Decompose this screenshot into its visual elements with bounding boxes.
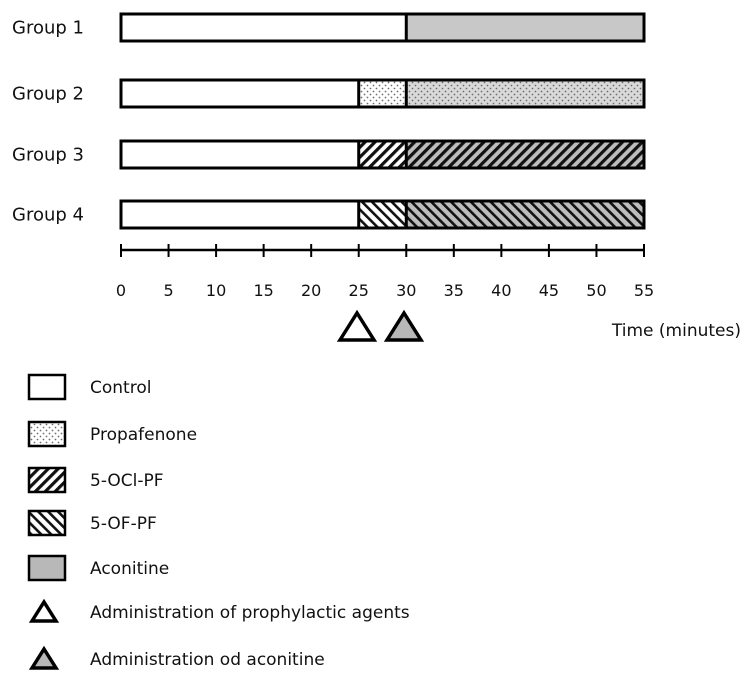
bar-segment-control <box>121 201 359 228</box>
white-triangle-icon <box>28 598 60 623</box>
x-tick-label: 45 <box>539 281 559 300</box>
bar-segment-aconitine <box>406 14 644 41</box>
group-label: Group 3 <box>12 145 84 166</box>
legend-item-tri-grey: Administration od aconitine <box>28 645 325 670</box>
bar-segment-control <box>121 14 407 41</box>
group-bar <box>119 12 646 43</box>
bar-segment-control <box>121 80 359 107</box>
x-tick-label: 35 <box>444 281 464 300</box>
legend-label: 5-OF-PF <box>90 514 157 534</box>
group-label: Group 4 <box>12 205 84 226</box>
bar-segment-of <box>358 201 407 228</box>
group-label: Group 2 <box>12 84 84 105</box>
group-bar <box>119 199 646 230</box>
bar-outline <box>119 78 646 109</box>
legend-swatch-control <box>27 373 67 401</box>
legend-swatch-aconitine <box>27 554 67 582</box>
group-bar <box>119 78 646 109</box>
legend-label: Administration od aconitine <box>90 650 325 670</box>
legend-item-of: 5-OF-PF <box>27 509 157 537</box>
bar-segment-ocl <box>406 141 644 168</box>
x-tick-label: 40 <box>491 281 511 300</box>
legend-swatch-ocl <box>27 466 67 494</box>
aconitine-marker-icon <box>383 309 425 342</box>
legend-label: 5-OCl-PF <box>90 471 164 491</box>
legend-label: Aconitine <box>90 559 169 579</box>
bar-outline <box>119 12 646 43</box>
x-tick-label: 20 <box>301 281 321 300</box>
x-tick-label: 55 <box>634 281 654 300</box>
legend-label: Control <box>90 378 151 398</box>
bar-segment-of <box>406 201 644 228</box>
group-bar <box>119 139 646 170</box>
bar-outline <box>119 199 646 230</box>
x-axis-unit-label: Time (minutes) <box>611 321 741 341</box>
bar-segment-ocl <box>358 141 407 168</box>
legend-item-aconitine: Aconitine <box>27 554 169 582</box>
legend-item-ocl: 5-OCl-PF <box>27 466 164 494</box>
legend-swatch-propafenone <box>27 420 67 448</box>
bar-outline <box>119 139 646 170</box>
legend-swatch-of <box>27 509 67 537</box>
x-tick-label: 25 <box>349 281 369 300</box>
legend-item-tri-white: Administration of prophylactic agents <box>28 598 410 623</box>
x-tick-label: 5 <box>163 281 173 300</box>
legend-item-propafenone: Propafenone <box>27 420 197 448</box>
prophylactic-marker-icon <box>336 309 378 342</box>
x-tick-label: 0 <box>116 281 126 300</box>
bar-segment-control <box>121 141 359 168</box>
group-label: Group 1 <box>12 18 84 39</box>
legend-item-control: Control <box>27 373 151 401</box>
x-tick-label: 50 <box>586 281 606 300</box>
bar-segment-propafenone <box>358 80 407 107</box>
legend-label: Propafenone <box>90 425 197 445</box>
grey-triangle-icon <box>28 645 60 670</box>
bar-segment-propafenone <box>406 80 644 107</box>
legend-label: Administration of prophylactic agents <box>90 603 410 623</box>
x-tick-label: 15 <box>253 281 273 300</box>
x-tick-label: 30 <box>396 281 416 300</box>
x-tick-label: 10 <box>206 281 226 300</box>
